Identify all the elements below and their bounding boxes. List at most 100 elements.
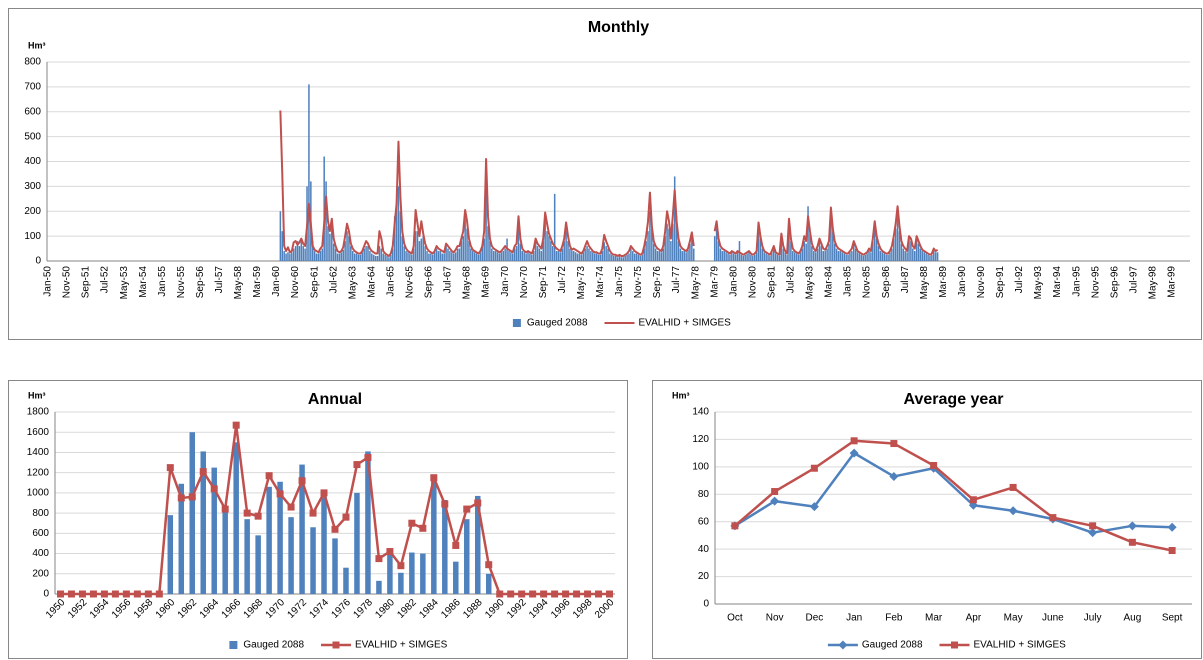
bar [885, 254, 887, 261]
y-tick-label: 800 [32, 508, 49, 519]
y-tick-label: 80 [698, 489, 710, 500]
bar [552, 246, 554, 261]
bar [664, 236, 666, 261]
bar [506, 238, 508, 261]
bar [572, 251, 575, 261]
bar [517, 226, 520, 261]
bar [553, 193, 556, 261]
bar [759, 238, 762, 261]
bar [622, 257, 625, 261]
bar [454, 252, 457, 261]
bar [904, 251, 906, 261]
bar [538, 248, 541, 261]
bar [319, 251, 322, 261]
bar [603, 242, 605, 261]
bar [500, 252, 503, 261]
line-marker [210, 485, 218, 493]
line-marker [254, 512, 262, 520]
line-marker [298, 477, 306, 485]
bar [327, 226, 329, 261]
x-tick-label: Dec [805, 613, 823, 624]
x-tick-label: June [1042, 613, 1064, 624]
bar [652, 243, 655, 261]
x-tick-label: Nov-80 [747, 266, 758, 299]
bar [936, 252, 939, 261]
line-marker [364, 454, 372, 461]
bar [740, 254, 743, 261]
bar [378, 246, 381, 261]
x-tick-label: Nov-60 [290, 266, 301, 299]
bar [470, 248, 472, 261]
x-tick-label: Sep-71 [538, 266, 549, 299]
legend-marker [838, 640, 848, 650]
bar [571, 251, 573, 261]
bar [616, 257, 619, 261]
y-tick-label: 500 [24, 131, 41, 142]
bar [300, 241, 303, 261]
bar [288, 517, 294, 594]
x-tick-label: July [1084, 613, 1102, 624]
line-marker [1049, 514, 1057, 522]
bar [898, 231, 901, 261]
line-marker [1167, 522, 1177, 532]
bar [578, 253, 581, 261]
bar [559, 252, 562, 261]
bar [906, 252, 908, 261]
bar [466, 228, 468, 261]
x-tick-label: Nov-65 [405, 266, 416, 299]
bar [923, 252, 926, 261]
bar [692, 248, 695, 261]
y-tick-label: 200 [24, 206, 41, 217]
bar [607, 248, 609, 261]
y-tick-label: 1400 [27, 447, 50, 458]
chart-frame [8, 380, 628, 659]
bar [315, 253, 318, 261]
bar [346, 231, 348, 261]
bar [435, 248, 438, 261]
bar [536, 246, 539, 261]
bar [934, 252, 937, 261]
y-tick-label: 1000 [27, 488, 50, 499]
bar [323, 156, 325, 261]
bar [302, 246, 304, 261]
bar [386, 256, 388, 261]
bar [883, 253, 886, 261]
bar [502, 251, 505, 261]
bar [338, 253, 341, 261]
bar [494, 251, 497, 261]
bar [576, 253, 579, 261]
bar [411, 254, 413, 261]
bar [331, 223, 333, 261]
line-marker [232, 421, 240, 429]
bar [750, 254, 752, 261]
x-tick-label: Mar-54 [138, 266, 149, 298]
bar [592, 252, 594, 261]
bar [468, 241, 470, 261]
bar [292, 248, 295, 261]
x-tick-label: Jan-80 [728, 266, 739, 297]
line-marker [890, 440, 898, 448]
bar [672, 223, 674, 261]
line-marker [408, 519, 416, 527]
x-tick-label: Jan [846, 613, 862, 624]
legend-label: EVALHID + SIMGES [639, 318, 732, 329]
bar [830, 216, 832, 261]
bar [334, 248, 337, 261]
line-marker [331, 525, 339, 533]
y-unit: Hm³ [28, 40, 46, 50]
bar [398, 572, 404, 594]
bar [298, 246, 301, 261]
bar [442, 499, 448, 594]
bar [200, 451, 206, 594]
x-tick-label: Jan-55 [157, 266, 168, 297]
y-tick-label: 100 [24, 231, 41, 242]
legend-marker [332, 641, 340, 649]
bar [376, 256, 379, 261]
bar [614, 256, 617, 261]
bar [767, 254, 769, 261]
bar [325, 181, 327, 261]
line-marker [606, 590, 614, 598]
bar [679, 248, 682, 261]
bar [691, 236, 693, 261]
